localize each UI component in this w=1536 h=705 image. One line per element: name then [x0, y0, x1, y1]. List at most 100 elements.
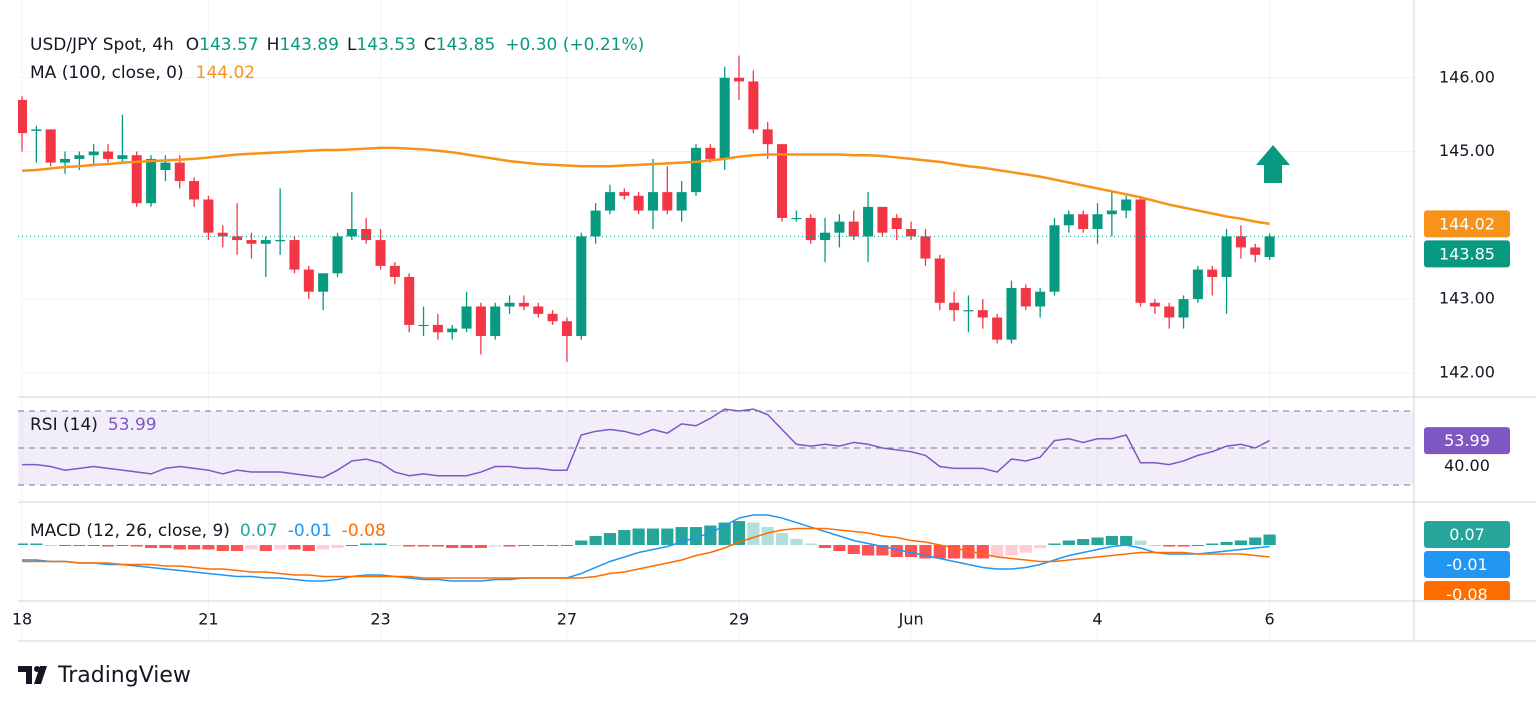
histogram-bar: [761, 527, 774, 546]
histogram-bar: [747, 522, 760, 546]
candle-body: [777, 144, 788, 218]
candle-body: [1092, 214, 1103, 230]
candle-body: [877, 206, 888, 233]
candle-body: [1063, 214, 1074, 226]
close-value: 143.85: [436, 35, 495, 55]
x-tick-label: 29: [729, 610, 749, 629]
histogram-bar: [1019, 545, 1032, 553]
histogram-bar: [632, 528, 645, 546]
histogram-bar: [546, 545, 559, 547]
candle-body: [18, 99, 28, 134]
candle-body: [1006, 288, 1017, 340]
rsi-line: [22, 408, 1270, 479]
histogram-bar: [360, 543, 373, 546]
candle-body: [920, 236, 931, 259]
candle-body: [361, 229, 372, 241]
chart-legend: USD/JPY Spot, 4h O143.57 H143.89 L143.53 C14…: [30, 35, 644, 55]
candle-body: [1264, 236, 1275, 258]
macd-line: [22, 527, 1270, 579]
histogram-bar: [1048, 543, 1061, 546]
price-badge: [1424, 240, 1510, 268]
logo-icon: [18, 666, 47, 684]
logo: TradingView: [18, 663, 191, 688]
price-badge: [1424, 521, 1510, 549]
histogram-bar: [188, 545, 201, 550]
candle-body: [103, 151, 114, 159]
x-tick-label: 23: [370, 610, 390, 629]
candle-body: [31, 129, 42, 131]
candle-body: [834, 221, 845, 233]
candle-body: [246, 240, 257, 244]
histogram-bar: [317, 545, 330, 550]
x-tick-label: 27: [557, 610, 577, 629]
candle-body: [1192, 269, 1203, 300]
histogram-bar: [1134, 540, 1147, 546]
signal-value: -0.08: [342, 521, 386, 541]
macd-line: [22, 514, 1270, 582]
histogram-bar: [274, 545, 287, 550]
up-arrow: [1256, 145, 1290, 183]
histogram-bar: [560, 545, 574, 547]
histogram-bar: [603, 533, 617, 546]
ohlc-letter: O: [186, 35, 199, 55]
candle-body: [633, 195, 644, 211]
ohlc-letter: C: [424, 35, 436, 55]
candle-body: [719, 77, 730, 159]
price-badge-label: 0.07: [1449, 525, 1485, 544]
rsi-legend: RSI (14) 53.99: [30, 415, 157, 435]
logo-dot: [34, 666, 40, 672]
x-tick-label: 21: [198, 610, 218, 629]
histogram-bar: [991, 545, 1004, 557]
candle-body: [662, 192, 673, 211]
candle-body: [992, 317, 1003, 340]
open-value: 143.57: [199, 35, 258, 55]
candle-body: [131, 155, 142, 204]
candle-body: [217, 232, 228, 237]
candle-body: [346, 229, 357, 237]
candle-body: [1078, 214, 1089, 230]
histogram-bar: [503, 545, 516, 547]
price-badge: [1424, 581, 1510, 600]
histogram-bar: [116, 545, 129, 547]
histogram-bar: [532, 545, 545, 547]
histogram-bar: [1220, 542, 1233, 546]
histogram-bar: [661, 528, 674, 546]
histogram-bar: [933, 545, 946, 559]
candle-body: [1135, 199, 1146, 303]
histogram-bar: [30, 543, 43, 546]
price-badge: [1424, 210, 1510, 238]
candle-body: [705, 147, 716, 159]
histogram-bar: [1249, 537, 1262, 546]
y-tick-label: 40.00: [1444, 456, 1490, 475]
histogram-bar: [818, 545, 832, 549]
candle-body: [74, 155, 85, 159]
histogram-bar: [231, 545, 244, 552]
y-tick-label: 143.00: [1439, 289, 1495, 308]
candle-body: [1020, 288, 1031, 307]
symbol: USD/JPY Spot, 4h: [30, 35, 174, 55]
histogram-bar: [732, 521, 746, 546]
candle-body: [189, 181, 200, 200]
candle-body: [275, 240, 286, 242]
histogram-bar: [417, 545, 430, 547]
candle-body: [906, 229, 917, 237]
histogram-bar: [446, 545, 459, 549]
candle-body: [518, 302, 529, 307]
histogram-bar: [1148, 545, 1161, 547]
histogram-bar: [87, 545, 100, 547]
histogram-bar: [1191, 545, 1204, 547]
histogram-bar: [388, 545, 401, 547]
histogram-bar: [833, 545, 846, 552]
candle-body: [332, 236, 343, 274]
histogram-bar: [1062, 540, 1075, 546]
price-badge: [1424, 427, 1510, 455]
histogram-bar: [144, 545, 158, 549]
candle-body: [934, 258, 945, 303]
candle-body: [547, 313, 558, 322]
histogram-bar: [704, 525, 717, 546]
candle-body: [260, 240, 271, 244]
histogram-bar: [718, 522, 731, 546]
rsi-value: 53.99: [108, 415, 157, 435]
histogram-bar: [44, 545, 57, 547]
histogram-bar: [202, 545, 215, 550]
